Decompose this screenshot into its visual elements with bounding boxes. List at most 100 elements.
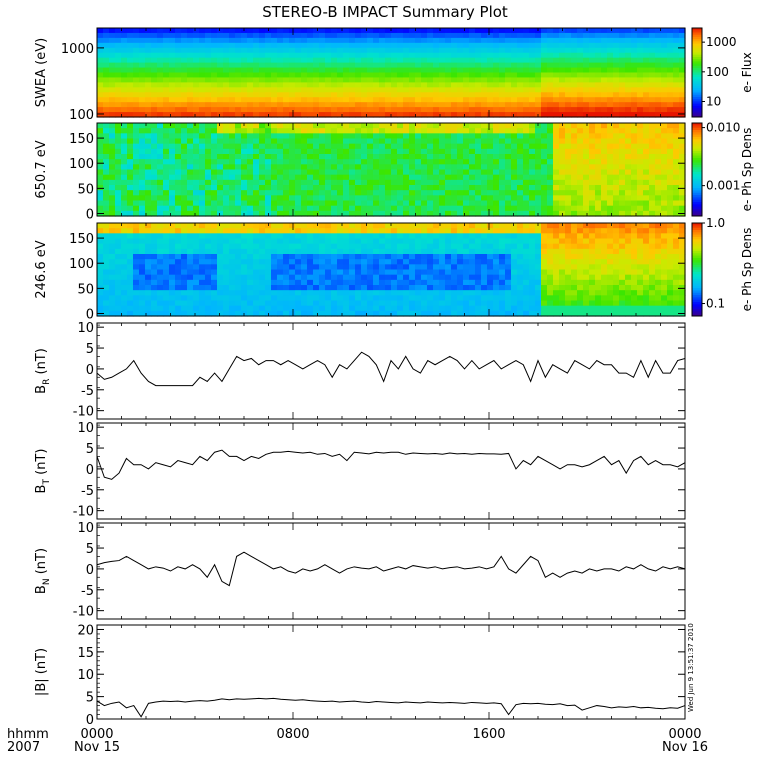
heatmap-cell xyxy=(223,133,230,139)
heatmap-cell xyxy=(259,275,266,281)
heatmap-cell xyxy=(247,270,254,276)
heatmap-cell xyxy=(529,149,536,155)
heatmap-cell xyxy=(649,123,656,129)
heatmap-cell xyxy=(199,77,206,83)
heatmap-cell xyxy=(223,92,230,98)
heatmap-cell xyxy=(625,102,632,108)
heatmap-cell xyxy=(337,175,344,181)
heatmap-cell xyxy=(475,201,482,207)
heatmap-cell xyxy=(559,102,566,108)
heatmap-cell xyxy=(253,270,260,276)
heatmap-cell xyxy=(289,154,296,160)
heatmap-cell xyxy=(583,77,590,83)
heatmap-cell xyxy=(235,195,242,201)
heatmap-cell xyxy=(607,92,614,98)
heatmap-cell xyxy=(397,175,404,181)
heatmap-cell xyxy=(355,154,362,160)
heatmap-cell xyxy=(313,28,320,34)
heatmap-cell xyxy=(493,280,500,286)
heatmap-cell xyxy=(301,97,308,103)
heatmap-cell xyxy=(133,63,140,69)
heatmap-cell xyxy=(151,259,158,265)
heatmap-cell xyxy=(577,92,584,98)
heatmap-cell xyxy=(589,92,596,98)
heatmap-cell xyxy=(103,290,110,296)
heatmap-cell xyxy=(181,233,188,239)
heatmap-cell xyxy=(439,77,446,83)
heatmap-cell xyxy=(337,201,344,207)
heatmap-cell xyxy=(511,175,518,181)
heatmap-cell xyxy=(625,87,632,93)
heatmap-cell xyxy=(199,259,206,265)
heatmap-cell xyxy=(421,82,428,88)
heatmap-cell xyxy=(133,28,140,34)
heatmap-cell xyxy=(523,195,530,201)
heatmap-cell xyxy=(121,239,128,245)
heatmap-cell xyxy=(385,190,392,196)
heatmap-cell xyxy=(343,175,350,181)
heatmap-cell xyxy=(607,53,614,59)
heatmap-cell xyxy=(151,82,158,88)
heatmap-cell xyxy=(595,164,602,170)
heatmap-cell xyxy=(349,33,356,39)
heatmap-cell xyxy=(499,264,506,270)
heatmap-cell xyxy=(181,164,188,170)
heatmap-cell xyxy=(457,48,464,54)
heatmap-cell xyxy=(163,123,170,129)
heatmap-cell xyxy=(295,63,302,69)
heatmap-cell xyxy=(517,58,524,64)
heatmap-cell xyxy=(547,28,554,34)
heatmap-cell xyxy=(151,206,158,212)
heatmap-cell xyxy=(343,133,350,139)
heatmap-cell xyxy=(235,275,242,281)
heatmap-cell xyxy=(211,77,218,83)
heatmap-cell xyxy=(583,53,590,59)
heatmap-cell xyxy=(487,43,494,49)
heatmap-cell xyxy=(595,159,602,165)
heatmap-cell xyxy=(499,38,506,44)
heatmap-cell xyxy=(571,149,578,155)
heatmap-cell xyxy=(415,170,422,176)
heatmap-cell xyxy=(433,92,440,98)
heatmap-cell xyxy=(457,102,464,108)
heatmap-cell xyxy=(601,164,608,170)
heatmap-cell xyxy=(547,43,554,49)
heatmap-cell xyxy=(349,92,356,98)
heatmap-cell xyxy=(121,82,128,88)
heatmap-cell xyxy=(361,43,368,49)
heatmap-cell xyxy=(517,139,524,145)
heatmap-cell xyxy=(103,195,110,201)
heatmap-cell xyxy=(271,185,278,191)
heatmap-cell xyxy=(637,195,644,201)
heatmap-cell xyxy=(163,170,170,176)
heatmap-cell xyxy=(97,249,104,255)
heatmap-cell xyxy=(397,290,404,296)
heatmap-cell xyxy=(121,290,128,296)
heatmap-cell xyxy=(97,275,104,281)
heatmap-cell xyxy=(367,123,374,129)
heatmap-cell xyxy=(481,102,488,108)
heatmap-cell xyxy=(487,123,494,129)
heatmap-cell xyxy=(337,82,344,88)
heatmap-cell xyxy=(355,185,362,191)
heatmap-cell xyxy=(199,38,206,44)
heatmap-cell xyxy=(241,239,248,245)
heatmap-cell xyxy=(391,33,398,39)
heatmap-cell xyxy=(205,123,212,129)
heatmap-cell xyxy=(517,170,524,176)
heatmap-cell xyxy=(601,63,608,69)
heatmap-cell xyxy=(547,144,554,150)
heatmap-cell xyxy=(289,139,296,145)
heatmap-cell xyxy=(631,33,638,39)
heatmap-cell xyxy=(205,159,212,165)
heatmap-cell xyxy=(379,97,386,103)
y-tick-label: 50 xyxy=(77,182,94,197)
heatmap-cell xyxy=(271,154,278,160)
heatmap-cell xyxy=(391,77,398,83)
heatmap-cell xyxy=(247,249,254,255)
heatmap-cell xyxy=(523,73,530,79)
heatmap-cell xyxy=(229,68,236,74)
heatmap-cell xyxy=(199,170,206,176)
heatmap-cell xyxy=(277,290,284,296)
